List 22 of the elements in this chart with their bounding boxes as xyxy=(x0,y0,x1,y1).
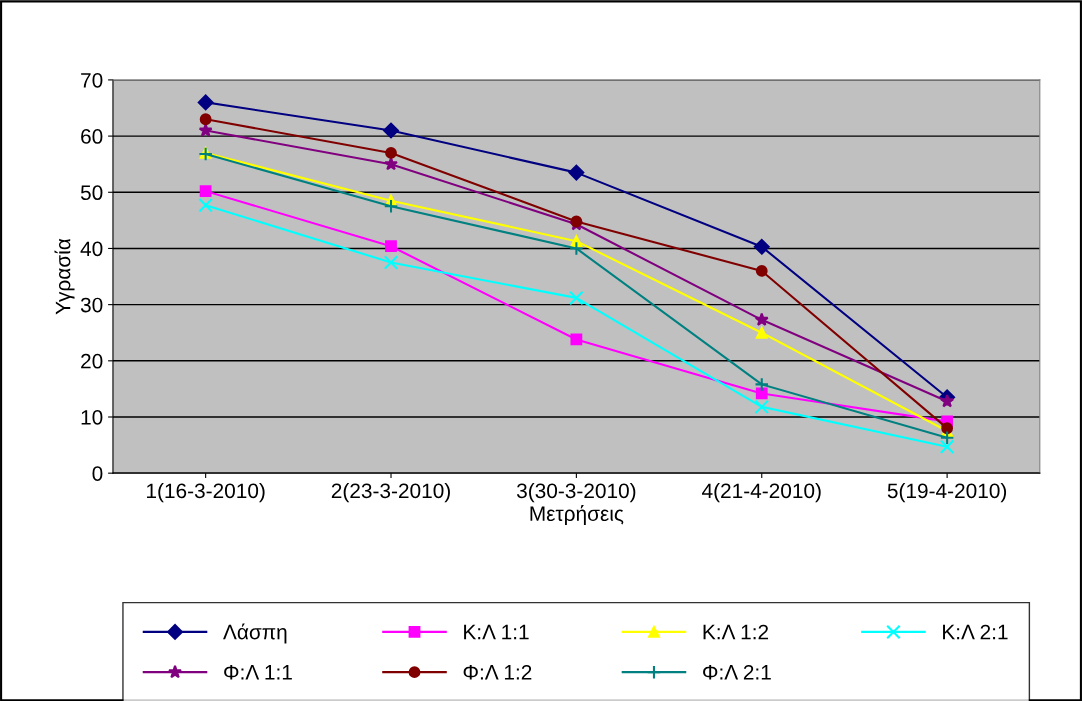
y-tick-label: 30 xyxy=(80,297,103,313)
y-tick-label: 40 xyxy=(80,241,103,257)
x-tick-label: 1(16-3-2010) xyxy=(147,482,265,503)
y-tick-label: 60 xyxy=(81,129,103,144)
legend-label: Φ:Λ 2:1 xyxy=(703,664,771,680)
legend-label: Κ:Λ 1:2 xyxy=(703,624,769,640)
y-tick-label: 50 xyxy=(80,185,103,201)
legend-label: Κ:Λ 2:1 xyxy=(943,624,1008,640)
legend-label: Κ:Λ 1:1 xyxy=(464,624,529,640)
y-axis-title: Υγρασία xyxy=(54,238,75,315)
x-tick-label: 2(23-3-2010) xyxy=(331,482,450,503)
y-tick-label: 0 xyxy=(92,466,103,481)
x-tick-label: 5(19-4-2010) xyxy=(887,482,1007,503)
x-tick-label: 4(21-4-2010) xyxy=(702,482,821,503)
legend-label: Φ:Λ 1:2 xyxy=(463,664,532,680)
y-tick-label: 70 xyxy=(81,72,103,88)
x-tick-label: 3(30-3-2010) xyxy=(516,482,636,503)
y-tick-label: 10 xyxy=(81,410,103,425)
x-axis-title: Μετρήσεις xyxy=(530,505,624,526)
legend-label: Φ:Λ 1:1 xyxy=(224,665,292,680)
legend-label: Λάσπη xyxy=(223,623,287,644)
y-tick-label: 20 xyxy=(81,353,103,369)
